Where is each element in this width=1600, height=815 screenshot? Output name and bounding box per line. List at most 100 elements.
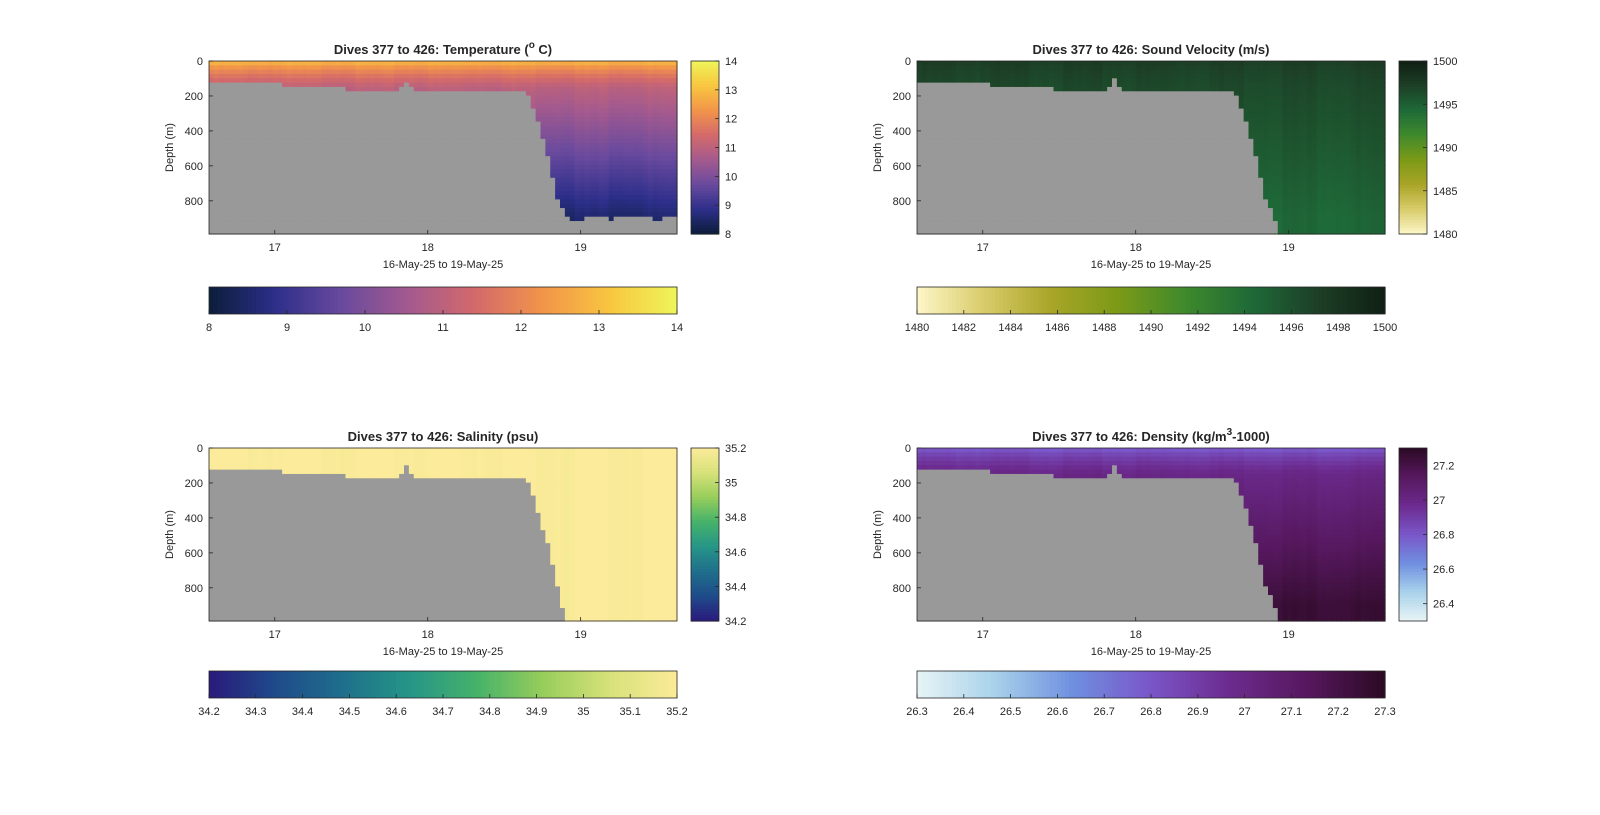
heatmap-cell bbox=[1004, 61, 1011, 66]
heatmap-cell bbox=[365, 117, 371, 123]
heatmap-cell bbox=[926, 73, 933, 79]
heatmap-cell bbox=[257, 61, 264, 66]
heatmap-cell bbox=[243, 177, 249, 183]
heatmap-cell bbox=[642, 69, 649, 75]
heatmap-cell bbox=[525, 173, 532, 179]
colorbar-swatch bbox=[419, 287, 425, 314]
heatmap-cell bbox=[486, 221, 493, 226]
heatmap-cell bbox=[272, 134, 278, 140]
heatmap-cell bbox=[628, 117, 634, 123]
heatmap-cell bbox=[960, 73, 967, 79]
heatmap-cell bbox=[287, 143, 293, 149]
heatmap-cell bbox=[511, 173, 517, 179]
heatmap-cell bbox=[330, 151, 337, 157]
heatmap-cell bbox=[477, 117, 483, 123]
heatmap-cell bbox=[633, 69, 639, 75]
heatmap-cell bbox=[633, 216, 639, 222]
heatmap-cell bbox=[550, 212, 556, 218]
heatmap-cell bbox=[1019, 212, 1025, 218]
heatmap-cell bbox=[238, 65, 244, 71]
heatmap-cell bbox=[316, 212, 322, 218]
heatmap-cell bbox=[995, 125, 1001, 131]
heatmap-cell bbox=[584, 199, 590, 205]
heatmap-cell bbox=[291, 177, 298, 183]
heatmap-cell bbox=[355, 182, 361, 188]
heatmap-cell bbox=[399, 186, 405, 192]
heatmap-cell bbox=[404, 125, 410, 131]
heatmap-cell bbox=[428, 73, 434, 79]
heatmap-cell bbox=[272, 86, 278, 92]
heatmap-cell bbox=[238, 169, 244, 175]
heatmap-cell bbox=[477, 169, 483, 175]
heatmap-cell bbox=[501, 86, 507, 92]
heatmap-cell bbox=[662, 108, 668, 114]
heatmap-cell bbox=[472, 91, 478, 97]
heatmap-cell bbox=[291, 99, 298, 105]
heatmap-cell bbox=[623, 69, 629, 75]
heatmap-cell bbox=[287, 147, 293, 153]
heatmap-cell bbox=[960, 190, 967, 196]
heatmap-cell bbox=[365, 121, 371, 127]
heatmap-cell bbox=[999, 134, 1006, 140]
heatmap-cell bbox=[374, 69, 381, 75]
heatmap-cell bbox=[482, 99, 488, 105]
heatmap-cell bbox=[975, 169, 981, 175]
heatmap-cell bbox=[369, 203, 376, 209]
heatmap-cell bbox=[282, 78, 288, 84]
heatmap-cell bbox=[321, 91, 327, 97]
heatmap-cell bbox=[584, 65, 590, 71]
heatmap-cell bbox=[321, 121, 327, 127]
colorbar-swatch bbox=[236, 287, 241, 314]
heatmap-cell bbox=[438, 177, 444, 183]
heatmap-cell bbox=[277, 177, 283, 183]
heatmap-cell bbox=[931, 195, 938, 200]
heatmap-cell bbox=[218, 212, 225, 218]
heatmap-cell bbox=[399, 108, 405, 114]
heatmap-cell bbox=[999, 199, 1006, 205]
heatmap-cell bbox=[941, 156, 947, 162]
heatmap-cell bbox=[618, 112, 624, 118]
heatmap-cell bbox=[603, 177, 610, 183]
heatmap-cell bbox=[433, 156, 439, 162]
heatmap-cell bbox=[296, 61, 303, 66]
heatmap-cell bbox=[618, 147, 624, 153]
heatmap-cell bbox=[574, 182, 581, 188]
heatmap-cell bbox=[667, 229, 673, 235]
heatmap-cell bbox=[486, 82, 493, 88]
heatmap-cell bbox=[491, 108, 498, 114]
heatmap-cell bbox=[413, 125, 420, 131]
heatmap-cell bbox=[564, 99, 571, 105]
heatmap-cell bbox=[589, 61, 595, 66]
heatmap-cell bbox=[413, 138, 420, 144]
heatmap-cell bbox=[248, 199, 254, 205]
heatmap-cell bbox=[365, 112, 371, 118]
heatmap-cell bbox=[404, 169, 410, 175]
heatmap-cell bbox=[340, 134, 347, 140]
heatmap-cell bbox=[521, 69, 527, 75]
heatmap-cell bbox=[555, 130, 561, 136]
heatmap-cell bbox=[1014, 138, 1020, 144]
heatmap-cell bbox=[418, 221, 425, 226]
heatmap-cell bbox=[223, 130, 230, 136]
heatmap-cell bbox=[951, 190, 957, 196]
heatmap-cell bbox=[477, 225, 483, 231]
heatmap-cell bbox=[355, 143, 361, 149]
heatmap-cell bbox=[326, 108, 332, 114]
heatmap-cell bbox=[667, 208, 673, 213]
heatmap-cell bbox=[1019, 82, 1025, 88]
heatmap-cell bbox=[569, 203, 576, 209]
heatmap-cell bbox=[970, 199, 977, 205]
heatmap-cell bbox=[223, 203, 230, 209]
heatmap-cell bbox=[486, 78, 493, 84]
heatmap-cell bbox=[999, 147, 1006, 153]
heatmap-cell bbox=[608, 91, 615, 97]
heatmap-cell bbox=[209, 229, 215, 235]
heatmap-cell bbox=[662, 61, 668, 66]
heatmap-cell bbox=[335, 173, 342, 179]
heatmap-cell bbox=[525, 134, 532, 140]
heatmap-cell bbox=[248, 225, 254, 231]
heatmap-cell bbox=[623, 208, 629, 213]
heatmap-cell bbox=[252, 216, 259, 222]
colorbar-tick-label: 10 bbox=[359, 322, 371, 334]
heatmap-cell bbox=[228, 112, 234, 118]
